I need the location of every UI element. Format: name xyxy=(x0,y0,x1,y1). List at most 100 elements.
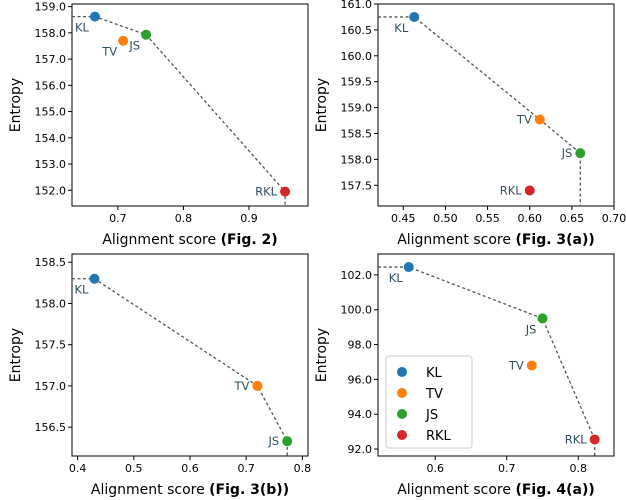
x-tick-label: 0.7 xyxy=(498,462,516,475)
x-axis-label-figref: (Fig. 3(a)) xyxy=(515,232,594,248)
y-tick-label: 159.0 xyxy=(341,102,373,115)
y-tick-label: 158.0 xyxy=(341,153,373,166)
x-tick-label: 0.8 xyxy=(294,462,312,475)
x-axis-label: Alignment score (Fig. 4(a)) xyxy=(397,482,595,498)
y-tick-label: 157.5 xyxy=(341,179,373,192)
y-axis-label: Entropy xyxy=(314,78,330,132)
point-kl xyxy=(89,11,100,22)
point-tv xyxy=(526,360,537,371)
axes-frame xyxy=(71,3,309,207)
point-tv xyxy=(252,380,263,391)
point-label-rkl: RKL xyxy=(500,183,523,197)
x-tick-label: 0.6 xyxy=(426,462,444,475)
x-axis-label-text: Alignment score xyxy=(91,482,209,498)
y-tick-label: 160.5 xyxy=(341,24,373,37)
y-tick-label: 92.0 xyxy=(348,443,373,456)
x-axis-label-text: Alignment score xyxy=(397,482,515,498)
y-tick-label: 157.5 xyxy=(35,339,67,352)
point-label-kl: KL xyxy=(75,21,90,35)
y-tick-label: 160.0 xyxy=(341,50,373,63)
pareto-frontier-line xyxy=(72,278,288,456)
x-tick-label: 0.7 xyxy=(109,212,127,225)
axes-frame xyxy=(377,3,615,207)
x-tick-label: 0.65 xyxy=(560,212,585,225)
x-axis-label-figref: (Fig. 3(b)) xyxy=(209,482,289,498)
point-rkl xyxy=(589,434,600,445)
y-tick-label: 153.0 xyxy=(35,158,67,171)
point-rkl xyxy=(280,186,291,197)
point-js xyxy=(537,313,548,324)
legend-label-kl: KL xyxy=(426,366,443,381)
point-kl xyxy=(89,273,100,284)
point-label-rkl: RKL xyxy=(565,432,588,446)
legend-marker-rkl xyxy=(397,430,407,440)
x-axis-label: Alignment score (Fig. 2) xyxy=(102,232,277,248)
x-axis-label-figref: (Fig. 2) xyxy=(221,232,278,248)
y-tick-label: 100.0 xyxy=(341,304,373,317)
x-tick-label: 0.8 xyxy=(175,212,193,225)
pareto-frontier-line xyxy=(378,16,581,206)
point-label-js: JS xyxy=(525,322,537,336)
x-tick-label: 0.60 xyxy=(517,212,542,225)
x-axis-label-text: Alignment score xyxy=(397,232,515,248)
x-axis-label: Alignment score (Fig. 3(a)) xyxy=(397,232,595,248)
point-label-js: JS xyxy=(128,39,140,53)
y-tick-label: 157.0 xyxy=(35,380,67,393)
legend-label-tv: TV xyxy=(425,387,443,402)
point-label-rkl: RKL xyxy=(255,185,278,199)
y-axis-label: Entropy xyxy=(8,328,24,382)
y-tick-label: 156.0 xyxy=(35,79,67,92)
point-label-kl: KL xyxy=(75,283,90,297)
y-tick-label: 159.5 xyxy=(341,76,373,89)
y-tick-label: 98.0 xyxy=(348,339,373,352)
x-tick-label: 0.6 xyxy=(181,462,199,475)
y-tick-label: 154.0 xyxy=(35,132,67,145)
y-tick-label: 155.0 xyxy=(35,106,67,119)
point-label-js: JS xyxy=(268,434,280,448)
x-axis-label-figref: (Fig. 4(a)) xyxy=(515,482,594,498)
y-tick-label: 102.0 xyxy=(341,269,373,282)
point-js xyxy=(282,436,293,447)
y-tick-label: 158.5 xyxy=(341,127,373,140)
point-label-tv: TV xyxy=(234,379,250,393)
chart-panel-1: 0.7 0.8 0.9 152.0 153.0 154.0 155.0 156.0 157.0 1… xyxy=(8,1,309,248)
x-axis-label: Alignment score (Fig. 3(b)) xyxy=(91,482,289,498)
point-label-kl: KL xyxy=(389,271,404,285)
y-tick-label: 156.5 xyxy=(35,421,67,434)
point-rkl xyxy=(524,185,535,196)
point-label-tv: TV xyxy=(508,358,524,372)
chart-panel-3: 0.4 0.5 0.6 0.7 0.8 156.5 157.0 157.5 158.0 158.5… xyxy=(8,253,312,498)
legend-label-js: JS xyxy=(425,408,438,423)
chart-panel-4: 0.6 0.7 0.8 92.0 94.0 96.0 98.0 100.0 102.0 Align… xyxy=(314,253,615,498)
point-js xyxy=(141,29,152,40)
x-tick-label: 0.45 xyxy=(391,212,416,225)
point-label-tv: TV xyxy=(101,45,117,59)
x-tick-label: 0.4 xyxy=(69,462,87,475)
x-axis-label-text: Alignment score xyxy=(102,232,220,248)
legend-marker-kl xyxy=(397,367,407,377)
point-tv xyxy=(118,35,129,46)
y-tick-label: 157.0 xyxy=(35,53,67,66)
x-tick-label: 0.8 xyxy=(569,462,587,475)
y-axis-label: Entropy xyxy=(314,328,330,382)
point-js xyxy=(575,148,586,159)
chart-panel-2: 0.45 0.50 0.55 0.60 0.65 0.70 157.5 158.0 158.5 1… xyxy=(314,0,626,248)
point-label-tv: TV xyxy=(516,113,532,127)
point-kl xyxy=(409,11,420,22)
point-label-js: JS xyxy=(561,146,573,160)
y-tick-label: 158.0 xyxy=(35,27,67,40)
legend-label-rkl: RKL xyxy=(426,429,452,444)
y-tick-label: 96.0 xyxy=(348,373,373,386)
legend-marker-js xyxy=(397,409,407,419)
y-tick-label: 152.0 xyxy=(35,184,67,197)
point-kl xyxy=(403,262,414,273)
legend: KL TV JS RKL xyxy=(385,355,473,449)
legend-box xyxy=(385,355,473,449)
x-tick-label: 0.5 xyxy=(125,462,143,475)
axes-frame xyxy=(377,253,615,457)
y-tick-label: 158.0 xyxy=(35,297,67,310)
x-tick-label: 0.70 xyxy=(602,212,626,225)
x-tick-label: 0.50 xyxy=(433,212,458,225)
axes-frame xyxy=(71,253,309,457)
